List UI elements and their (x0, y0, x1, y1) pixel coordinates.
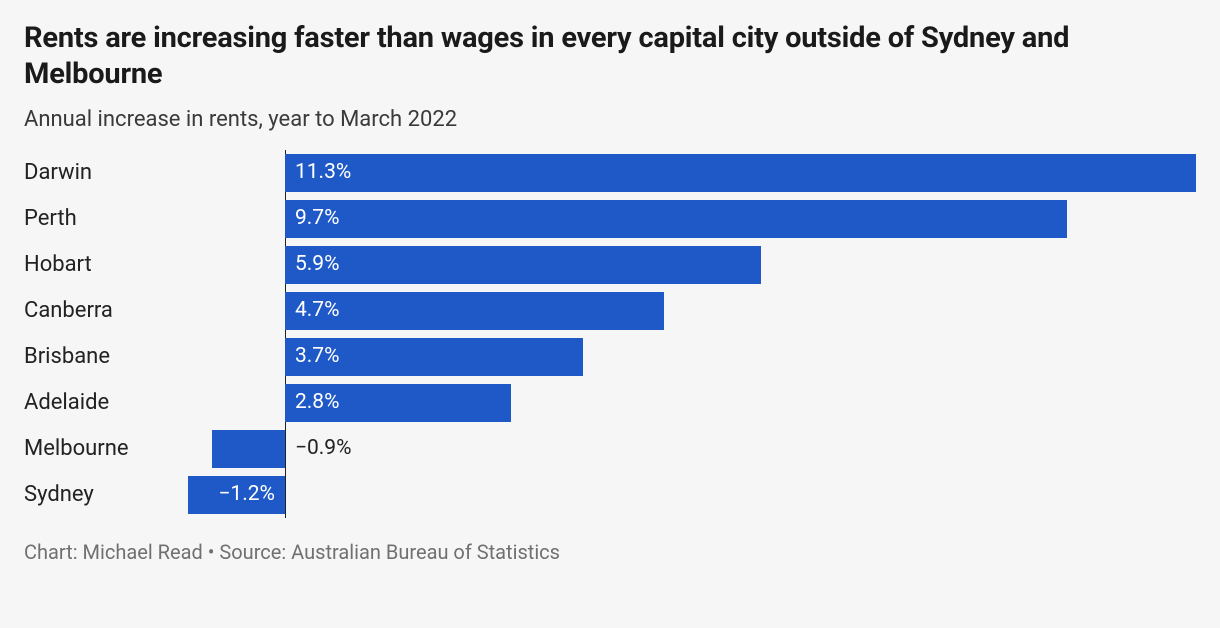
bar (285, 246, 761, 284)
chart-row: Adelaide 2.8% (24, 380, 1196, 426)
value-label: 4.7% (285, 288, 350, 334)
bar-area: 2.8% (164, 380, 1196, 426)
category-label: Brisbane (24, 346, 164, 368)
chart-row: Sydney −1.2% (24, 472, 1196, 518)
bar-chart: Darwin 11.3% Perth 9.7% Hobart 5.9% Canberra 4.… (24, 150, 1196, 518)
chart-subtitle: Annual increase in rents, year to March … (24, 107, 1196, 132)
chart-title: Rents are increasing faster than wages i… (24, 20, 1196, 93)
bar-area: −0.9% (164, 426, 1196, 472)
bar-area: 5.9% (164, 242, 1196, 288)
chart-row: Hobart 5.9% (24, 242, 1196, 288)
category-label: Sydney (24, 484, 164, 506)
value-label: 11.3% (285, 150, 361, 196)
category-label: Perth (24, 208, 164, 230)
value-label: 9.7% (285, 196, 350, 242)
bar-area: −1.2% (164, 472, 1196, 518)
bar (212, 430, 285, 468)
category-label: Hobart (24, 254, 164, 276)
bar (285, 154, 1196, 192)
category-label: Darwin (24, 162, 164, 184)
zero-axis (285, 472, 286, 518)
value-label: −1.2% (208, 472, 285, 518)
bar (285, 200, 1067, 238)
value-label: 3.7% (285, 334, 350, 380)
bar-area: 9.7% (164, 196, 1196, 242)
bar-area: 3.7% (164, 334, 1196, 380)
category-label: Canberra (24, 300, 164, 322)
chart-row: Perth 9.7% (24, 196, 1196, 242)
bar-area: 4.7% (164, 288, 1196, 334)
chart-row: Melbourne −0.9% (24, 426, 1196, 472)
chart-row: Darwin 11.3% (24, 150, 1196, 196)
value-label: −0.9% (285, 426, 362, 472)
category-label: Melbourne (24, 438, 164, 460)
chart-row: Brisbane 3.7% (24, 334, 1196, 380)
value-label: 5.9% (285, 242, 350, 288)
chart-row: Canberra 4.7% (24, 288, 1196, 334)
bar-area: 11.3% (164, 150, 1196, 196)
chart-footer: Chart: Michael Read • Source: Australian… (24, 540, 1196, 564)
value-label: 2.8% (285, 380, 350, 426)
category-label: Adelaide (24, 392, 164, 414)
